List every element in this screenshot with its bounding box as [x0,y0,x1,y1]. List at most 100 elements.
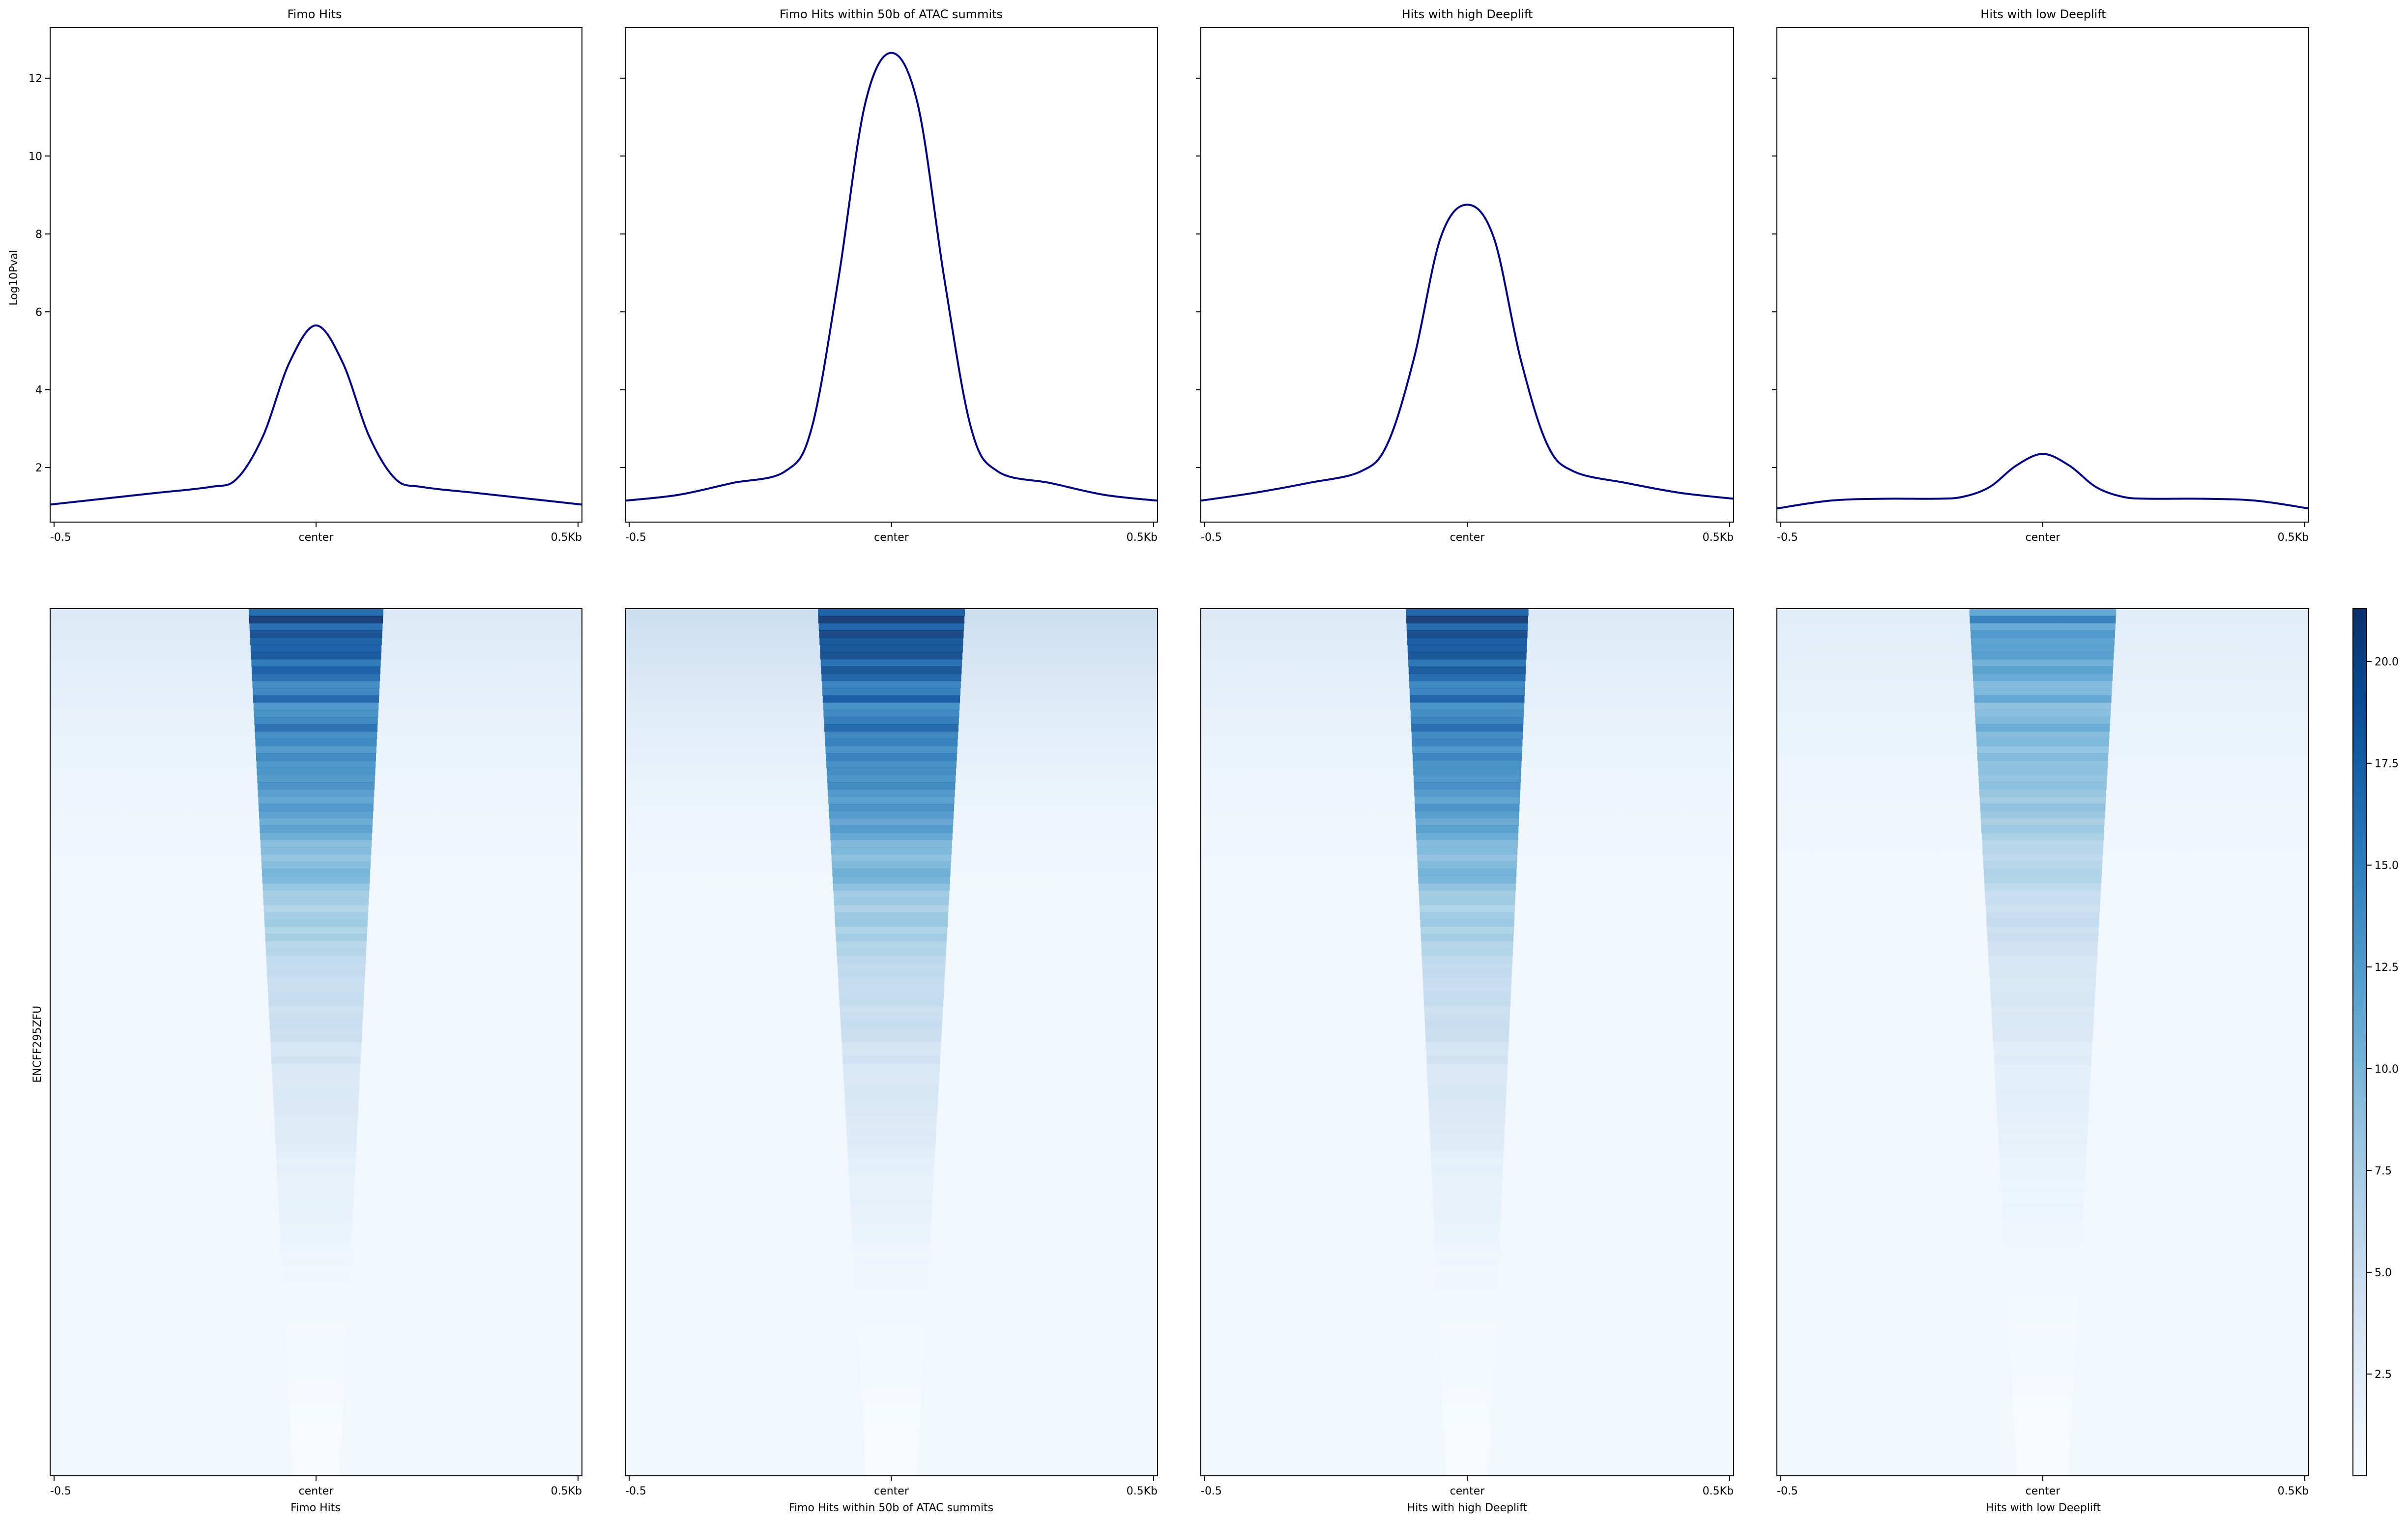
heatmap-row [837,955,946,964]
heatmap-row [263,898,369,906]
heatmap-row [1424,1013,1510,1021]
heatmap-row [2004,1252,2081,1259]
heatmap-row [823,703,960,710]
heatmap-row [851,1215,931,1224]
heatmap-row [1985,898,2100,906]
heatmap-row [276,1150,356,1159]
heatmap-row [1412,738,1523,747]
heatmap-row [278,1194,354,1202]
heatmap-row [1440,1360,1494,1368]
heatmap-row [1431,1150,1504,1159]
colorbar-tick-label: 12.5 [2375,962,2399,974]
heatmap-row [819,637,963,645]
heatmap-row [1427,1064,1508,1072]
heatmap-row [824,717,959,725]
heatmap-row [1996,1085,2090,1093]
heatmap-row [1978,775,2107,783]
heatmap-row [2009,1338,2076,1347]
heatmap-row [864,1447,919,1455]
heatmap-row [1427,1078,1507,1086]
heatmap-row [1431,1158,1504,1166]
heatmap-row [277,1172,355,1180]
heatmap-row [1999,1143,2087,1151]
heatmap-row [270,1042,362,1050]
heatmap-row [859,1353,924,1361]
heatmap-row [822,688,961,696]
heatmap-row [2005,1266,2080,1274]
heatmap-xlabel-4: Hits with low Deeplift [1986,1502,2101,1514]
profile-ytick-label: 10 [29,150,42,163]
heatmap-row [279,1215,353,1224]
heatmap-xtick-label: center [1450,1485,1485,1497]
heatmap-row [1422,948,1513,956]
heatmap-row [823,709,959,718]
heatmap-xtick-label: -0.5 [625,1485,646,1497]
heatmap-row [279,1201,353,1209]
heatmap-row [825,738,958,747]
heatmap-row [1440,1353,1494,1361]
heatmap-row [1422,955,1513,964]
heatmap-row [1993,1035,2093,1043]
profile-ylabel: Log10Pval [8,250,20,305]
profile-ytick-label: 8 [35,229,42,241]
heatmap-row [1973,666,2113,674]
heatmap-row [1999,1150,2087,1159]
heatmap-row [1974,703,2111,710]
heatmap-row [1988,941,2098,949]
heatmap-row [2003,1223,2083,1231]
heatmap-row [1415,803,1520,812]
heatmap-row [1996,1092,2089,1101]
profile-xtick-label: 0.5Kb [551,531,582,544]
heatmap-row [850,1201,932,1209]
heatmap-row [282,1273,350,1282]
profile-frame-4 [1776,27,2309,523]
heatmap-row [1986,912,2100,920]
heatmap-row [2005,1259,2081,1267]
heatmap-row [1984,876,2102,884]
heatmap-row [1427,1071,1508,1079]
heatmap-row [1421,934,1514,942]
heatmap-row [865,1454,918,1462]
heatmap-panel-3: Hits with high Deeplift [1407,1502,1528,1514]
heatmap-row [829,811,954,819]
heatmap-row [1415,811,1519,819]
heatmap-row [1992,1013,2094,1021]
heatmap-row [269,1006,363,1014]
heatmap-row [1436,1273,1498,1282]
heatmap-ylabel: ENCFF295ZFU [31,1006,44,1083]
heatmap-row [269,1013,363,1021]
heatmap-row [291,1461,341,1469]
heatmap-row [1995,1071,2091,1079]
heatmap-row [831,840,952,848]
heatmap-row [268,992,364,999]
heatmap-row [1439,1324,1496,1332]
heatmap-row [1996,1100,2089,1108]
heatmap-row [251,659,381,667]
heatmap-row [1445,1454,1490,1462]
heatmap-row [1435,1244,1500,1253]
heatmap-row [864,1439,919,1448]
profile-title-1: Fimo Hits [287,7,342,21]
heatmap-row [284,1309,348,1318]
heatmap-row [1969,609,2117,616]
heatmap-row [1411,724,1523,732]
heatmap-row [1978,767,2108,776]
heatmap-row [258,796,374,804]
profile-line-4 [1776,453,2309,510]
heatmap-row [2010,1346,2076,1354]
profile-frame-1 [50,27,582,523]
heatmap-row [1977,746,2109,754]
heatmap-row [1994,1064,2091,1072]
profile-title-4: Hits with low Deeplift [1980,7,2106,21]
heatmap-row [257,775,375,783]
heatmap-row [270,1027,362,1036]
heatmap-row [1443,1425,1491,1433]
heatmap-row [1973,674,2113,681]
heatmap-row [831,847,952,855]
heatmap-row [832,869,951,877]
heatmap-row [1426,1049,1509,1057]
heatmap-row [287,1367,345,1376]
heatmap-row [2000,1165,2086,1173]
heatmap-row [826,760,957,768]
heatmap-row [283,1281,349,1289]
